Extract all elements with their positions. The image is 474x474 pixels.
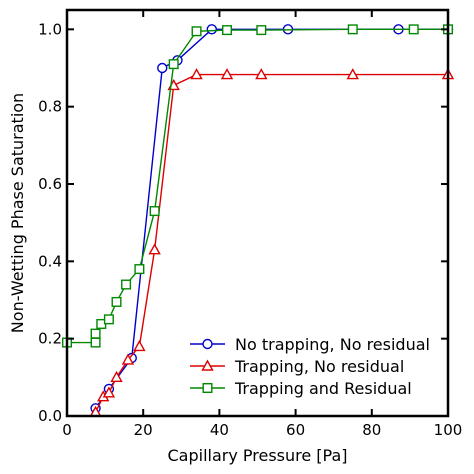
data-point bbox=[408, 24, 419, 35]
data-point bbox=[149, 206, 160, 217]
plot-frame bbox=[65, 8, 450, 418]
data-point bbox=[222, 25, 233, 36]
y-tick-label: 1.0 bbox=[38, 20, 62, 38]
y-tick-label: 0.2 bbox=[38, 330, 62, 348]
legend: No trapping, No residual Trapping, No res… bbox=[190, 335, 430, 398]
legend-label: Trapping, No residual bbox=[234, 357, 404, 376]
data-point bbox=[206, 24, 217, 35]
data-point bbox=[256, 25, 267, 36]
data-point bbox=[255, 68, 268, 80]
y-tick-label: 0.6 bbox=[38, 175, 62, 193]
data-point bbox=[220, 68, 234, 80]
series-layer bbox=[62, 24, 455, 417]
x-tick-label: 60 bbox=[286, 421, 305, 439]
data-point bbox=[157, 62, 168, 74]
data-point bbox=[111, 296, 122, 307]
data-point bbox=[347, 24, 358, 35]
data-point bbox=[90, 328, 101, 339]
y-tick-label: 0.4 bbox=[38, 252, 62, 270]
data-point bbox=[103, 314, 114, 325]
legend-marker bbox=[202, 338, 213, 350]
x-tick-label: 40 bbox=[210, 421, 229, 439]
data-point bbox=[102, 386, 116, 398]
x-tick-label: 20 bbox=[134, 421, 153, 439]
y-axis-title: Non-Wetting Phase Saturation bbox=[8, 93, 27, 333]
legend-marker bbox=[202, 383, 213, 394]
x-tick-label: 0 bbox=[62, 421, 72, 439]
legend-label: Trapping and Residual bbox=[234, 379, 412, 398]
data-point bbox=[121, 279, 132, 290]
legend-entry: No trapping, No residual bbox=[190, 335, 430, 354]
legend-entry: Trapping, No residual bbox=[190, 357, 404, 376]
series-1 bbox=[90, 24, 454, 414]
data-point bbox=[346, 68, 359, 80]
data-point bbox=[190, 68, 203, 80]
y-tick-label: 0.0 bbox=[38, 407, 62, 425]
data-point bbox=[133, 339, 146, 352]
x-axis-title: Capillary Pressure [Pa] bbox=[167, 446, 347, 465]
data-point bbox=[168, 59, 179, 70]
x-tick-label: 100 bbox=[434, 421, 463, 439]
data-point bbox=[90, 337, 101, 348]
legend-entry: Trapping and Residual bbox=[190, 379, 412, 398]
data-point bbox=[110, 370, 123, 383]
legend-label: No trapping, No residual bbox=[235, 335, 430, 354]
data-point bbox=[191, 26, 202, 37]
series-3 bbox=[62, 24, 454, 348]
ticks-layer: 0 20 40 60 80 100 0.0 0.2 0.4 0.6 0.8 1.0 bbox=[38, 10, 462, 439]
y-tick-label: 0.8 bbox=[38, 98, 62, 116]
legend-marker bbox=[201, 359, 214, 371]
data-point bbox=[148, 243, 161, 255]
x-tick-label: 80 bbox=[362, 421, 381, 439]
data-point bbox=[121, 353, 135, 365]
data-point bbox=[134, 264, 145, 275]
